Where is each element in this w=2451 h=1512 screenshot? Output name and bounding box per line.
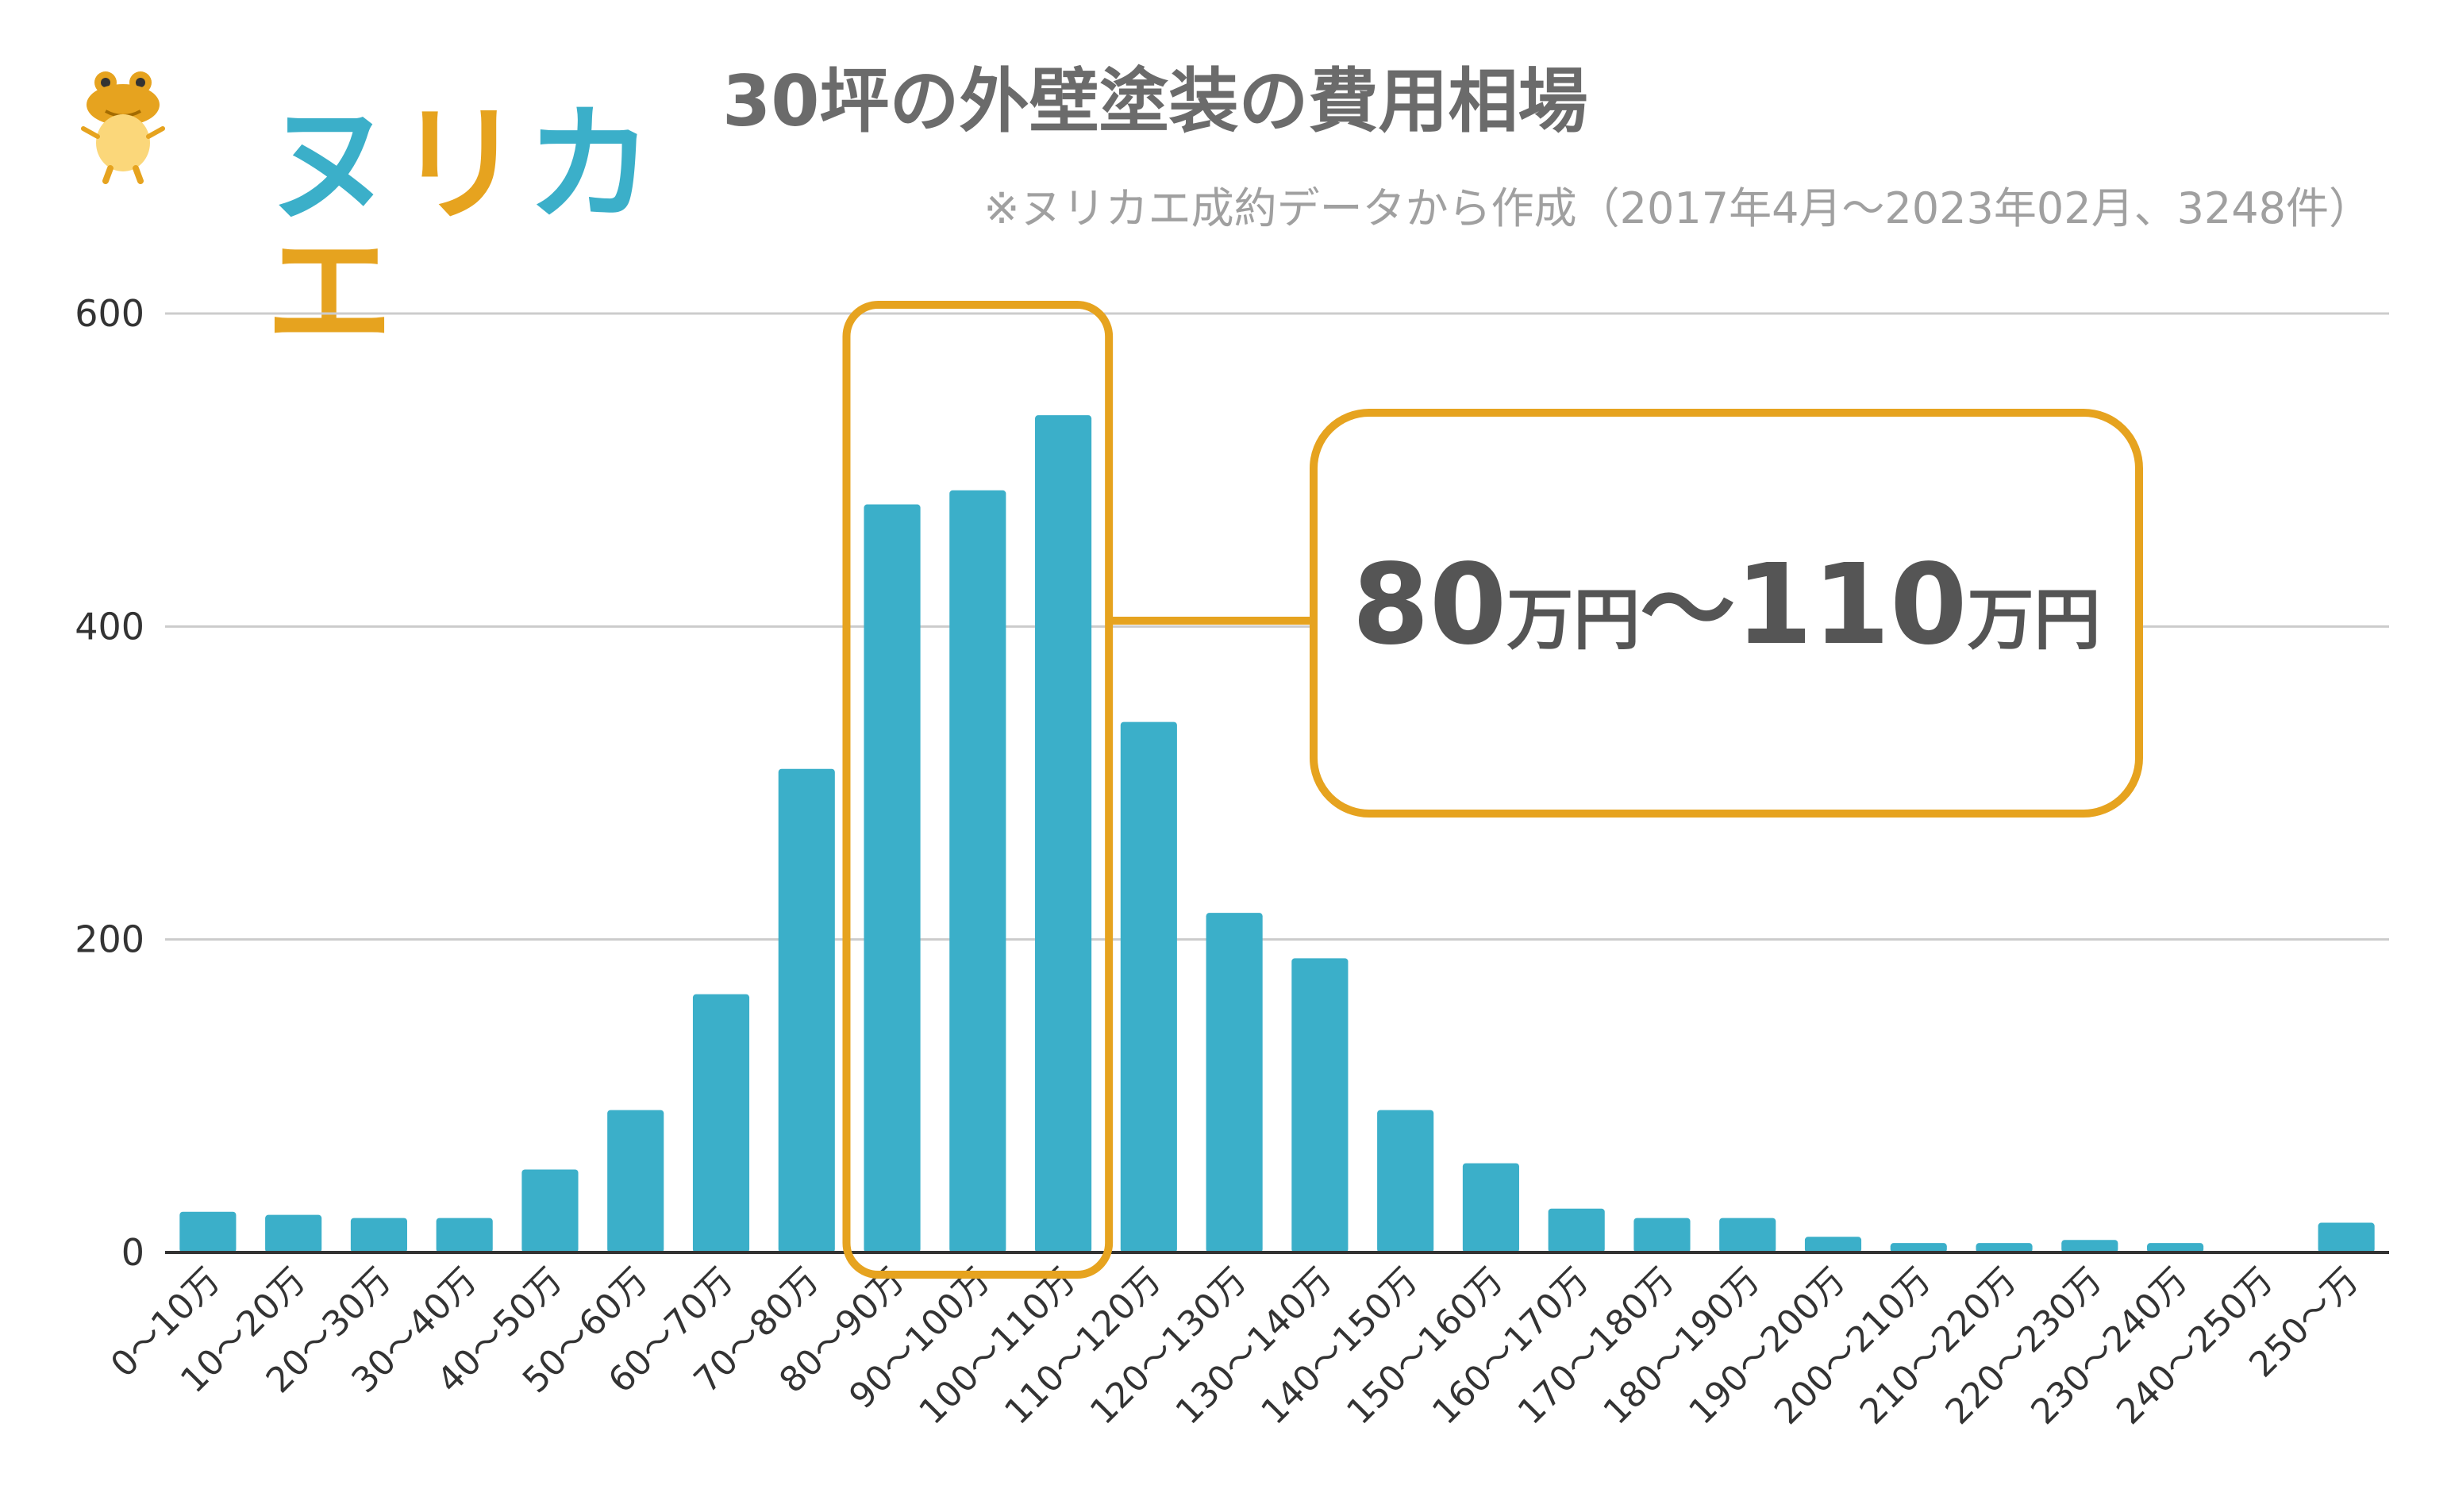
brand-logo-char: リ bbox=[396, 90, 527, 239]
callout-tilde: ～ bbox=[1640, 556, 1735, 666]
brand-logo-char: エ bbox=[266, 217, 397, 366]
y-tick-label: 200 bbox=[75, 918, 144, 961]
brand-logo: ヌリカエ bbox=[75, 62, 679, 356]
callout-unit-low: 万円 bbox=[1506, 581, 1640, 659]
bar bbox=[607, 1110, 664, 1252]
highlight-box bbox=[842, 301, 1114, 1279]
bar bbox=[1804, 1237, 1862, 1252]
bar bbox=[1120, 721, 1177, 1252]
chart-subtitle: ※ヌリカエ成約データから作成（2017年4月～2023年02月、3248件） bbox=[983, 183, 2372, 233]
bar bbox=[1890, 1243, 1947, 1252]
chart-title: 30坪の外壁塗装の費用相場 bbox=[722, 60, 1588, 142]
brand-logo-char: カ bbox=[526, 90, 657, 239]
bar bbox=[2061, 1240, 2118, 1252]
bar bbox=[1548, 1208, 1605, 1252]
bar bbox=[864, 504, 921, 1252]
highlight-group bbox=[842, 301, 1114, 1279]
x-tick-labels: 0～10万10～20万20～30万30～40万40～50万50～60万60～70… bbox=[103, 1260, 2367, 1433]
bar bbox=[1462, 1163, 1519, 1252]
bar bbox=[1633, 1218, 1691, 1252]
bar bbox=[1291, 958, 1349, 1252]
bar bbox=[1035, 415, 1092, 1252]
y-tick-label: 0 bbox=[121, 1231, 144, 1274]
bar bbox=[1206, 913, 1263, 1252]
bar bbox=[1377, 1110, 1434, 1252]
bar bbox=[521, 1169, 579, 1252]
callout-number-low: 80 bbox=[1352, 541, 1506, 670]
callout: 80万円～110万円 bbox=[1109, 409, 2143, 818]
bar bbox=[778, 768, 835, 1252]
bars bbox=[179, 415, 2375, 1252]
bar bbox=[949, 490, 1006, 1252]
bar bbox=[2147, 1243, 2204, 1252]
bar bbox=[436, 1218, 493, 1252]
bar bbox=[179, 1211, 237, 1252]
brand-logo-text: ヌリカエ bbox=[266, 102, 679, 356]
bar bbox=[350, 1218, 407, 1252]
bar bbox=[2318, 1222, 2375, 1252]
y-tick-label: 400 bbox=[75, 605, 144, 648]
y-tick-label: 600 bbox=[75, 292, 144, 335]
callout-box bbox=[1310, 409, 2143, 818]
brand-logo-char: ヌ bbox=[266, 90, 397, 239]
bar bbox=[265, 1214, 322, 1252]
bar bbox=[692, 994, 750, 1252]
callout-number-high: 110 bbox=[1735, 541, 1967, 670]
bar bbox=[1976, 1243, 2033, 1252]
bar bbox=[1719, 1218, 1776, 1252]
callout-unit-high: 万円 bbox=[1968, 581, 2101, 659]
frog-mascot-icon bbox=[81, 71, 165, 184]
callout-text: 80万円～110万円 bbox=[1352, 541, 2100, 670]
